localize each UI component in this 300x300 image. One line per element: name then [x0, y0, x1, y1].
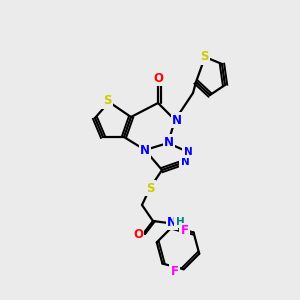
Text: N: N [140, 145, 150, 158]
Text: N: N [181, 157, 189, 167]
Text: N: N [164, 136, 174, 148]
Text: O: O [133, 227, 143, 241]
Text: O: O [153, 71, 163, 85]
Text: N: N [172, 113, 182, 127]
Text: H: H [176, 217, 184, 227]
Text: S: S [146, 182, 154, 194]
Text: S: S [103, 94, 111, 107]
Text: N: N [167, 215, 177, 229]
Text: S: S [200, 50, 208, 64]
Text: F: F [181, 224, 189, 237]
Text: F: F [171, 265, 179, 278]
Text: N: N [184, 147, 192, 157]
